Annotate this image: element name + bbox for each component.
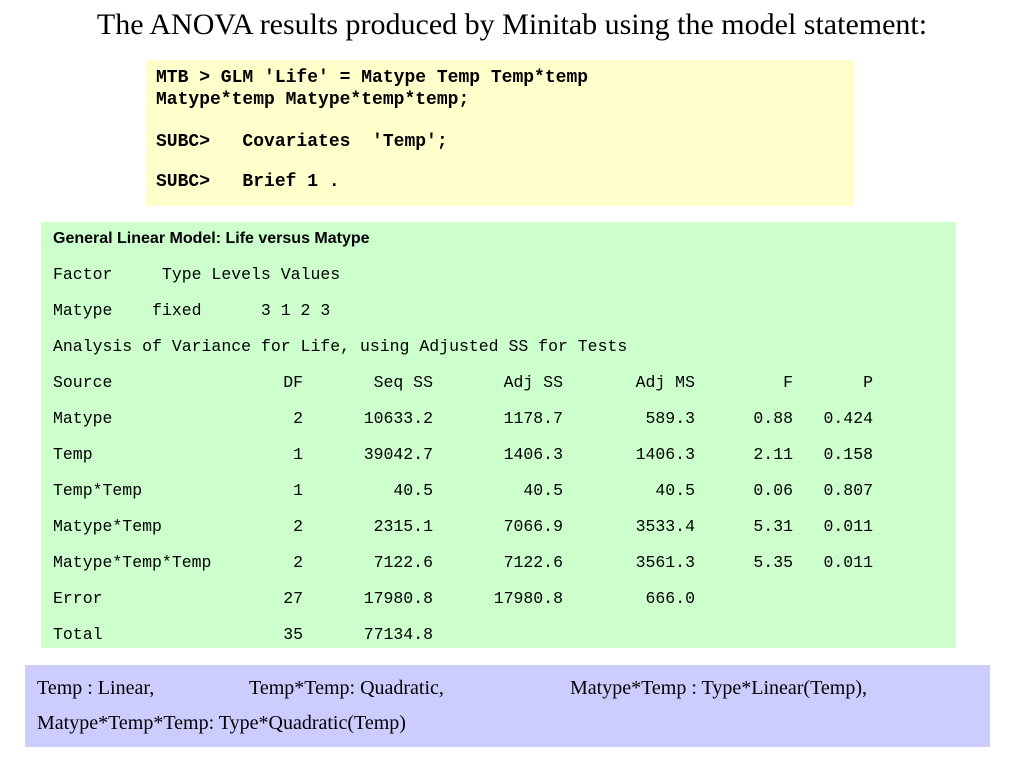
anova-title: Analysis of Variance for Life, using Adj… <box>53 337 628 356</box>
row-df: 2 <box>293 517 303 536</box>
row-adj-ms: 1406.3 <box>635 445 695 464</box>
row-seq-ss: 77134.8 <box>363 625 433 644</box>
command-line-1: MTB > GLM 'Life' = Matype Temp Temp*temp <box>156 68 589 88</box>
col-header-adj-ss: Adj SS <box>503 373 563 392</box>
row-df: 2 <box>293 553 303 572</box>
command-box: MTB > GLM 'Life' = Matype Temp Temp*temp… <box>146 60 854 206</box>
row-f: 5.31 <box>753 517 793 536</box>
row-df: 2 <box>293 409 303 428</box>
row-adj-ms: 589.3 <box>645 409 695 428</box>
row-source: Total <box>53 625 103 644</box>
table-row: Matype*Temp*Temp 2 7122.6 7122.6 3561.3 … <box>53 553 933 575</box>
row-p: 0.158 <box>823 445 873 464</box>
row-p: 0.807 <box>823 481 873 500</box>
row-seq-ss: 39042.7 <box>363 445 433 464</box>
row-adj-ss: 1406.3 <box>503 445 563 464</box>
row-p: 0.424 <box>823 409 873 428</box>
table-row: Matype*Temp 2 2315.1 7066.9 3533.4 5.31 … <box>53 517 933 539</box>
row-seq-ss: 17980.8 <box>363 589 433 608</box>
col-header-f: F <box>783 373 793 392</box>
table-row: Temp*Temp 1 40.5 40.5 40.5 0.06 0.807 <box>53 481 933 503</box>
row-df: 27 <box>283 589 303 608</box>
row-adj-ss: 40.5 <box>523 481 563 500</box>
row-source: Error <box>53 589 103 608</box>
col-header-adj-ms: Adj MS <box>635 373 695 392</box>
row-adj-ss: 7122.6 <box>503 553 563 572</box>
row-source: Matype*Temp*Temp <box>53 553 212 572</box>
factor-header: Factor Type Levels Values <box>53 265 341 284</box>
row-df: 1 <box>293 481 303 500</box>
row-adj-ms: 3561.3 <box>635 553 695 572</box>
row-seq-ss: 10633.2 <box>363 409 433 428</box>
row-adj-ms: 666.0 <box>645 589 695 608</box>
row-f: 5.35 <box>753 553 793 572</box>
col-header-source: Source <box>53 373 113 392</box>
row-p: 0.011 <box>823 553 873 572</box>
row-adj-ms: 40.5 <box>655 481 695 500</box>
note-matype-temp-temp: Matype*Temp*Temp: Type*Quadratic(Temp) <box>37 712 406 734</box>
col-header-df: DF <box>283 373 303 392</box>
row-df: 1 <box>293 445 303 464</box>
anova-header-row: Source DF Seq SS Adj SS Adj MS F P <box>53 373 933 395</box>
note-temp-temp: Temp*Temp: Quadratic, <box>249 677 444 699</box>
note-temp: Temp : Linear, <box>37 677 155 699</box>
notes-box: Temp : Linear, Temp*Temp: Quadratic, Mat… <box>25 665 990 747</box>
page-title: The ANOVA results produced by Minitab us… <box>96 8 928 41</box>
row-adj-ss: 7066.9 <box>503 517 563 536</box>
glm-output-box: General Linear Model: Life versus Matype… <box>41 222 956 648</box>
row-f: 0.06 <box>753 481 793 500</box>
col-header-seq-ss: Seq SS <box>373 373 433 392</box>
glm-heading: General Linear Model: Life versus Matype <box>53 230 370 247</box>
row-seq-ss: 40.5 <box>393 481 433 500</box>
row-source: Matype <box>53 409 113 428</box>
row-adj-ss: 1178.7 <box>503 409 563 428</box>
row-adj-ss: 17980.8 <box>493 589 563 608</box>
factor-row: Matype fixed 3 1 2 3 <box>53 301 331 320</box>
table-row: Matype 2 10633.2 1178.7 589.3 0.88 0.424 <box>53 409 933 431</box>
row-seq-ss: 2315.1 <box>373 517 433 536</box>
row-source: Temp*Temp <box>53 481 143 500</box>
row-p: 0.011 <box>823 517 873 536</box>
command-line-3: SUBC> Covariates 'Temp'; <box>156 132 448 152</box>
table-row: Temp 1 39042.7 1406.3 1406.3 2.11 0.158 <box>53 445 933 467</box>
row-f: 2.11 <box>753 445 793 464</box>
row-source: Matype*Temp <box>53 517 162 536</box>
row-f: 0.88 <box>753 409 793 428</box>
table-row: Total 35 77134.8 <box>53 625 933 647</box>
row-source: Temp <box>53 445 93 464</box>
command-line-2: Matype*temp Matype*temp*temp; <box>156 90 470 110</box>
row-adj-ms: 3533.4 <box>635 517 695 536</box>
col-header-p: P <box>863 373 873 392</box>
command-line-4: SUBC> Brief 1 . <box>156 172 340 192</box>
note-matype-temp: Matype*Temp : Type*Linear(Temp), <box>570 677 868 699</box>
row-seq-ss: 7122.6 <box>373 553 433 572</box>
table-row: Error 27 17980.8 17980.8 666.0 <box>53 589 933 611</box>
row-df: 35 <box>283 625 303 644</box>
